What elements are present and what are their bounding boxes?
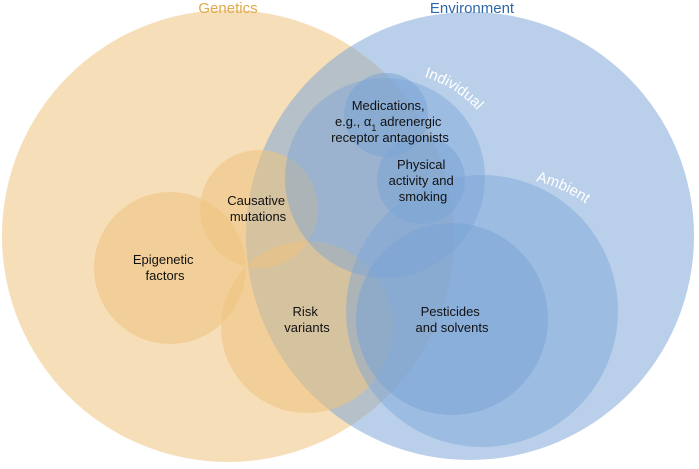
risk-variants-circle <box>221 241 393 413</box>
pesticides-label: Pesticides and solvents <box>416 304 489 335</box>
causative-mutations-label: Causative mutations <box>227 193 288 224</box>
alpha-subscript: 1 <box>371 123 376 133</box>
physical-activity-label: Physical activity and smoking <box>389 157 458 204</box>
causative-mutations-circle <box>200 150 318 268</box>
pesticides-circle <box>356 223 548 415</box>
genetics-title: Genetics <box>198 0 257 17</box>
medications-circle <box>344 73 428 157</box>
environment-title: Environment <box>430 0 515 17</box>
risk-variants-label: Risk variants <box>284 304 330 335</box>
epigenetic-factors-label: Epigenetic factors <box>133 252 197 283</box>
medications-label: Medications, e.g., α1 adrenergic recepto… <box>331 98 449 145</box>
physical-activity-circle <box>377 136 465 224</box>
